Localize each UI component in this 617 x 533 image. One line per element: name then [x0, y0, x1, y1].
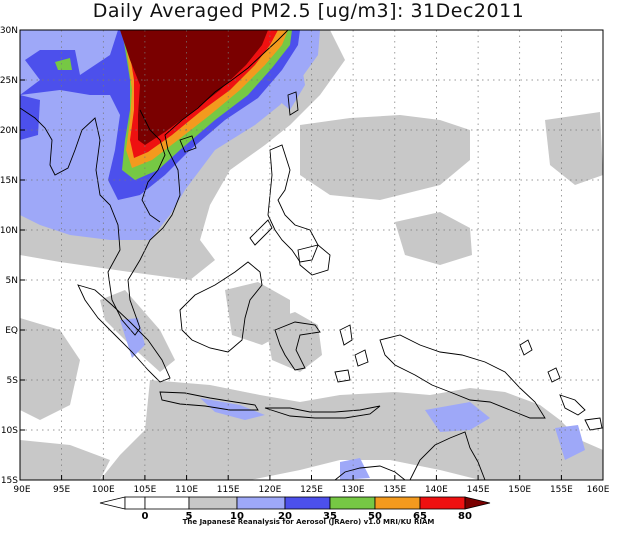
gray-region-west-indian [20, 318, 80, 420]
gray-region-pacific-north [300, 115, 470, 200]
coastline-australia [409, 431, 486, 480]
lat-label: 15S [1, 476, 18, 486]
gray-region-south [20, 440, 110, 480]
coastline-vietnam-inland [139, 109, 166, 223]
coastlines [20, 30, 603, 480]
lat-label: 10S [1, 426, 18, 436]
lightblue-region-sumatra-tip [120, 318, 145, 358]
colorbar-segment-gt80 [464, 496, 491, 510]
lon-label: 145E [467, 485, 490, 495]
coastline-solomon [559, 394, 586, 416]
longitude-labels: 90E 95E 100E 105E 110E 115E 120E 125E 13… [13, 485, 609, 495]
colorbar-tick: 0 [142, 511, 149, 522]
lon-label: 90E [13, 485, 30, 495]
pm25-shading [20, 30, 603, 480]
lat-label: 30N [0, 26, 18, 36]
lat-label: 5S [7, 376, 19, 386]
blue-region-west [20, 95, 40, 140]
colorbar-segment-0-5 [124, 496, 146, 510]
lon-label: 160E [587, 485, 610, 495]
colorbar-tick: 10 [230, 511, 244, 522]
coastline-sumatra [77, 284, 171, 383]
colorbar-segment-35-50 [284, 496, 331, 510]
lightblue-region-java [200, 398, 265, 420]
coastline-sulawesi [274, 321, 321, 371]
lightblue-region-new-guinea [425, 402, 490, 432]
coastline-java [159, 391, 259, 411]
map-title: Daily Averaged PM2.5 [ug/m3]: 31Dec2011 [92, 0, 525, 22]
lon-label: 125E [300, 485, 323, 495]
latitude-labels: 30N 25N 20N 15N 10N 5N EQ 5S 10S 15S [0, 26, 18, 486]
lat-label: 20N [0, 126, 18, 136]
data-credit: The Japanese Reanalysis for Aerosol (JRA… [182, 518, 435, 526]
lightblue-region-australia [555, 425, 585, 460]
colorbar-tick: 65 [413, 511, 427, 522]
colorbar-tick: 50 [368, 511, 382, 522]
lon-label: 130E [342, 485, 365, 495]
lon-label: 120E [258, 485, 281, 495]
lon-label: 95E [53, 485, 70, 495]
colorbar-tick: 80 [458, 511, 472, 522]
lat-label: EQ [5, 326, 18, 336]
colorbar-segment-lt0 [99, 496, 126, 510]
lon-label: 140E [425, 485, 448, 495]
lon-label: 150E [508, 485, 531, 495]
coastline-hainan [179, 135, 197, 153]
lon-label: 100E [92, 485, 115, 495]
coastline-mainland-asia [20, 30, 289, 336]
lon-label: 135E [383, 485, 406, 495]
gray-region-sulawesi [265, 312, 322, 372]
lon-label: 115E [217, 485, 240, 495]
lat-label: 5N [6, 276, 18, 286]
colorbar-tick: 5 [186, 511, 193, 522]
lon-label: 155E [550, 485, 573, 495]
coastline-taiwan [287, 91, 299, 116]
axis-ticks [19, 29, 604, 481]
coastline-islands-east [519, 339, 603, 431]
colorbar-segment-65-80 [374, 496, 421, 510]
colorbar-tick: 20 [278, 511, 292, 522]
colorbar-segment-50-65 [329, 496, 376, 510]
colorbar-segment-80-more [419, 496, 466, 510]
colorbar-segment-10-20 [188, 496, 238, 510]
colorbar-tick: 35 [323, 511, 337, 522]
grid-lines [20, 30, 603, 480]
lat-label: 15N [0, 176, 18, 186]
coastline-australia-west [334, 465, 406, 480]
lat-label: 25N [0, 76, 18, 86]
lat-label: 10N [0, 226, 18, 236]
lon-label: 110E [175, 485, 198, 495]
colorbar-labels: 0 5 10 20 35 50 65 80 [142, 511, 472, 522]
darkred-region [120, 30, 268, 145]
coastline-philippines [267, 144, 319, 263]
colorbar [99, 496, 491, 510]
coastline-new-guinea [379, 334, 546, 419]
gray-region-mid-pacific [395, 212, 472, 265]
green-region-small [55, 58, 72, 70]
coastline-borneo [179, 261, 263, 353]
colorbar-segment-5-10 [144, 496, 190, 510]
lon-label: 105E [133, 485, 156, 495]
coastline-mindanao [297, 244, 331, 276]
colorbar-segment-20-35 [236, 496, 286, 510]
lightblue-region-taiwan [278, 55, 305, 110]
coastline-lesser-sunda [264, 405, 381, 419]
coastline-palawan [249, 219, 273, 246]
